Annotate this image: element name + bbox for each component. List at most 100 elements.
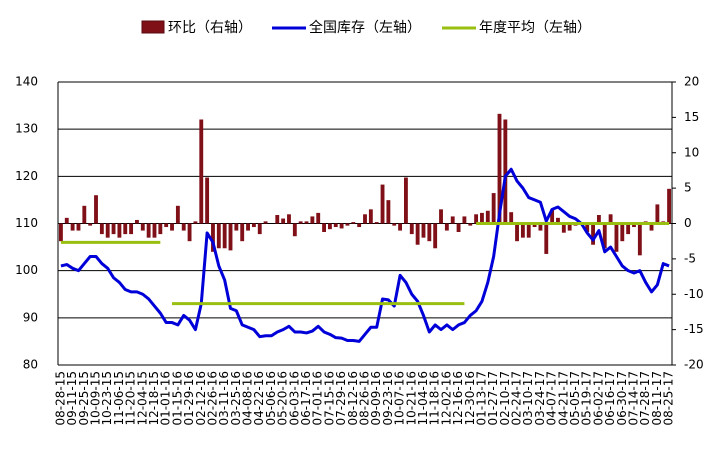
bar <box>281 218 286 224</box>
legend-swatch <box>141 20 165 34</box>
bar <box>596 215 601 224</box>
bar <box>585 223 590 232</box>
x-tick-label: 11-18-16 <box>428 371 442 425</box>
y-tick-label: 90 <box>23 310 38 324</box>
y-tick-label: 120 <box>15 169 38 183</box>
bar <box>211 223 215 252</box>
bar <box>620 223 625 242</box>
x-tick-label: 01-27-17 <box>486 371 500 425</box>
bar <box>515 223 519 242</box>
bar <box>58 223 63 242</box>
x-tick-label: 05-05-17 <box>568 371 582 425</box>
bar <box>626 223 631 235</box>
bar <box>298 221 303 224</box>
x-tick-label: 10-09-15 <box>89 371 103 425</box>
y2-tick-label: -5 <box>684 251 696 265</box>
x-tick-label: 12-30-16 <box>463 371 477 425</box>
bar <box>316 212 321 224</box>
x-tick-label: 01-15-16 <box>170 371 184 425</box>
x-tick-label: 10-07-16 <box>393 371 407 425</box>
x-tick-label: 08-26-16 <box>358 371 372 425</box>
bar <box>216 223 221 249</box>
bar <box>251 223 256 228</box>
bar <box>357 223 362 228</box>
x-tick-label: 05-06-16 <box>264 371 278 425</box>
bar <box>433 223 438 249</box>
x-tick-label: 06-17-16 <box>299 371 313 425</box>
x-tick-label: 02-26-16 <box>205 371 219 425</box>
bar <box>632 223 636 228</box>
bar <box>398 223 403 231</box>
bar <box>275 215 280 224</box>
bar <box>64 217 69 224</box>
x-tick-label: 12-16-16 <box>451 371 465 425</box>
bar <box>181 223 186 231</box>
x-tick-label: 07-28-17 <box>638 371 652 425</box>
x-tick-label: 04-21-17 <box>556 371 570 425</box>
legend-label: 年度平均（左轴） <box>479 20 591 36</box>
bar <box>327 223 332 230</box>
x-tick-label: 07-15-16 <box>322 371 336 425</box>
bar <box>170 223 174 231</box>
x-tick-label: 04-08-16 <box>241 371 255 425</box>
bar <box>123 223 128 235</box>
x-tick-label: 06-30-17 <box>615 371 629 425</box>
bar <box>538 223 543 231</box>
x-tick-label: 07-01-16 <box>311 371 325 425</box>
x-tick-label: 12-04-15 <box>135 371 149 425</box>
bar <box>287 214 291 224</box>
x-tick-label: 08-25-17 <box>662 371 676 425</box>
y2-tick-label: 20 <box>684 75 699 89</box>
y2-tick-label: -10 <box>684 287 704 301</box>
y2-tick-label: -20 <box>684 358 704 372</box>
bar <box>614 223 619 252</box>
bar <box>439 209 443 224</box>
bar <box>363 214 367 224</box>
bar <box>485 210 490 224</box>
bar <box>591 223 595 245</box>
x-tick-label: 03-24-17 <box>533 371 547 425</box>
x-tick-label: 04-07-17 <box>545 371 559 425</box>
legend: 环比（右轴） 全国库存（左轴） 年度平均（左轴） <box>141 19 591 36</box>
bar <box>667 188 672 224</box>
bar <box>246 223 250 231</box>
x-tick-label: 08-11-17 <box>650 371 664 425</box>
x-tick-label: 08-12-16 <box>346 371 360 425</box>
bar <box>263 221 268 224</box>
x-tick-label: 01-13-17 <box>474 371 488 425</box>
x-tick-label: 09-25-15 <box>77 371 91 425</box>
x-tick-label: 09-09-16 <box>369 371 383 425</box>
bar <box>105 223 110 238</box>
bar <box>158 223 163 235</box>
bar <box>76 223 81 231</box>
bar <box>532 223 537 228</box>
bar <box>526 223 531 238</box>
bar <box>292 223 297 237</box>
bar <box>70 223 75 231</box>
bar <box>135 219 139 224</box>
y2-tick-label: 15 <box>684 110 699 124</box>
x-tick-label: 05-19-17 <box>580 371 594 425</box>
bar <box>374 222 379 224</box>
bar <box>544 223 549 254</box>
bar <box>368 209 373 224</box>
bar <box>187 223 192 242</box>
bar <box>444 223 449 231</box>
bar <box>345 223 350 226</box>
x-tick-label: 03-10-17 <box>521 371 535 425</box>
y-tick-label: 80 <box>23 358 38 372</box>
bar <box>310 216 315 224</box>
bar <box>608 214 613 224</box>
x-tick-label: 06-16-17 <box>603 371 617 425</box>
bar <box>205 177 210 224</box>
x-tick-label: 04-22-16 <box>252 371 266 425</box>
x-tick-label: 02-24-17 <box>510 371 524 425</box>
bar <box>234 223 239 231</box>
y2-tick-label: 0 <box>684 216 692 230</box>
bar <box>222 223 227 249</box>
x-tick-label: 07-14-17 <box>626 371 640 425</box>
x-tick-label: 11-04-16 <box>416 371 430 425</box>
bar <box>175 205 180 224</box>
x-tick-label: 08-28-15 <box>53 371 67 425</box>
y-tick-label: 140 <box>15 75 38 89</box>
